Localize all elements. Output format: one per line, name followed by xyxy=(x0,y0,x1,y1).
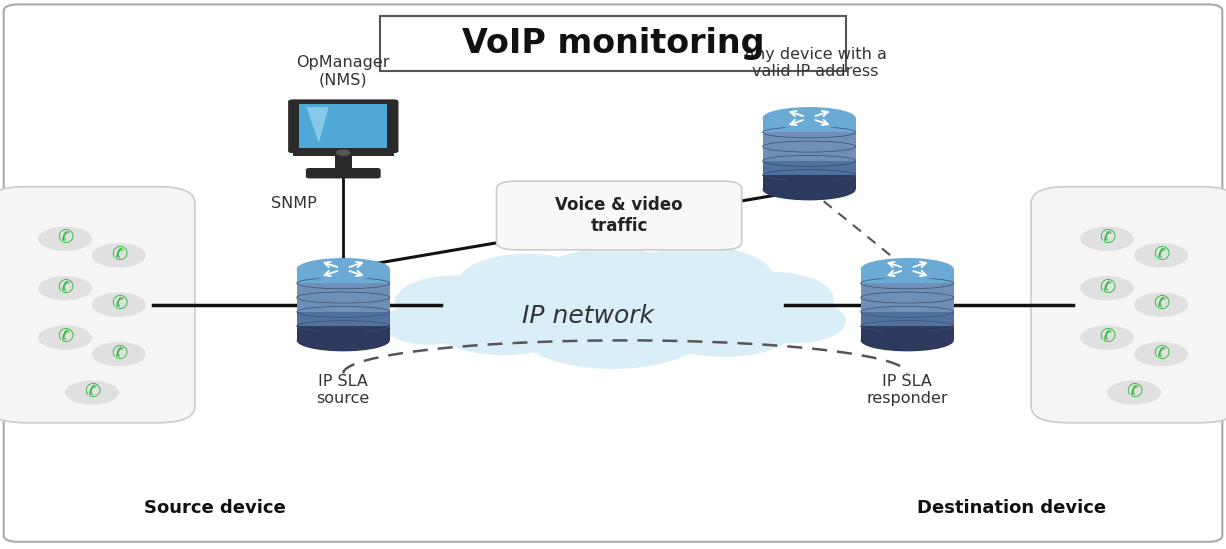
Circle shape xyxy=(1080,227,1134,251)
Text: ✆: ✆ xyxy=(56,278,74,296)
FancyBboxPatch shape xyxy=(497,181,742,250)
Bar xyxy=(861,298,954,312)
Circle shape xyxy=(711,272,834,327)
Ellipse shape xyxy=(861,258,954,280)
Text: IP network: IP network xyxy=(522,304,655,328)
Circle shape xyxy=(748,299,846,343)
Bar xyxy=(763,118,856,132)
Ellipse shape xyxy=(297,329,390,351)
Bar xyxy=(297,269,390,283)
FancyBboxPatch shape xyxy=(306,168,380,178)
Bar xyxy=(861,283,954,298)
Circle shape xyxy=(38,326,92,350)
Circle shape xyxy=(429,289,576,355)
Bar xyxy=(297,298,390,312)
Circle shape xyxy=(1107,380,1161,405)
Circle shape xyxy=(1134,243,1188,267)
Circle shape xyxy=(92,293,146,317)
Circle shape xyxy=(525,249,701,328)
Circle shape xyxy=(644,285,803,357)
Bar xyxy=(861,326,954,340)
Text: ✆: ✆ xyxy=(1152,294,1170,313)
Circle shape xyxy=(92,243,146,267)
Text: ✆: ✆ xyxy=(110,294,128,313)
Bar xyxy=(861,269,954,283)
FancyBboxPatch shape xyxy=(380,16,846,71)
Text: VoIP monitoring: VoIP monitoring xyxy=(462,27,764,60)
Bar xyxy=(763,147,856,161)
Circle shape xyxy=(1134,293,1188,317)
Bar xyxy=(763,132,856,147)
Bar xyxy=(335,156,352,170)
FancyBboxPatch shape xyxy=(288,99,398,153)
Text: ✆: ✆ xyxy=(1098,327,1116,346)
Ellipse shape xyxy=(861,329,954,351)
Ellipse shape xyxy=(763,178,856,200)
Text: Voice & video
traffic: Voice & video traffic xyxy=(555,196,683,235)
Text: ✆: ✆ xyxy=(110,245,128,264)
Text: ✆: ✆ xyxy=(56,327,74,346)
Text: OpManager
(NMS): OpManager (NMS) xyxy=(297,55,390,88)
Bar xyxy=(297,326,390,340)
Bar xyxy=(763,175,856,189)
Text: ✆: ✆ xyxy=(1098,228,1116,247)
Circle shape xyxy=(395,276,512,328)
Text: SNMP: SNMP xyxy=(271,195,318,211)
Circle shape xyxy=(456,254,598,317)
Text: ✆: ✆ xyxy=(83,382,101,401)
Bar xyxy=(293,148,394,156)
Ellipse shape xyxy=(763,107,856,129)
Circle shape xyxy=(92,342,146,366)
Ellipse shape xyxy=(297,258,390,280)
Circle shape xyxy=(336,149,351,156)
Bar xyxy=(861,312,954,326)
Text: Any device with a
valid IP address: Any device with a valid IP address xyxy=(744,47,886,80)
Circle shape xyxy=(1134,342,1188,366)
Bar xyxy=(763,161,856,175)
Bar xyxy=(297,283,390,298)
Circle shape xyxy=(1080,276,1134,300)
Circle shape xyxy=(623,246,775,314)
Polygon shape xyxy=(306,107,329,143)
Text: IP SLA
source: IP SLA source xyxy=(316,373,370,406)
Text: ✆: ✆ xyxy=(1152,344,1170,362)
Text: Destination device: Destination device xyxy=(917,499,1106,517)
Circle shape xyxy=(38,276,92,300)
Circle shape xyxy=(1080,326,1134,350)
Circle shape xyxy=(38,227,92,251)
Text: ✆: ✆ xyxy=(110,344,128,362)
Text: ✆: ✆ xyxy=(56,228,74,247)
Circle shape xyxy=(65,380,119,405)
Text: Source device: Source device xyxy=(143,499,286,517)
Bar xyxy=(299,104,387,148)
FancyBboxPatch shape xyxy=(1031,187,1226,423)
Text: ✆: ✆ xyxy=(1152,245,1170,264)
Text: ✆: ✆ xyxy=(1098,278,1116,296)
Circle shape xyxy=(383,303,476,345)
Text: ✆: ✆ xyxy=(1125,382,1143,401)
FancyBboxPatch shape xyxy=(0,187,195,423)
Circle shape xyxy=(509,276,717,369)
FancyBboxPatch shape xyxy=(4,4,1222,542)
Bar xyxy=(297,312,390,326)
Text: IP SLA
responder: IP SLA responder xyxy=(867,373,948,406)
